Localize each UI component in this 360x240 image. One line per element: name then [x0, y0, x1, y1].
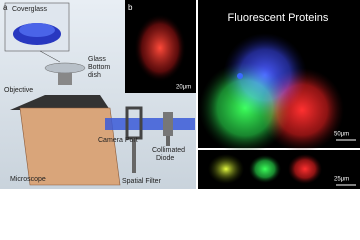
scale-label: 20μm: [176, 85, 191, 91]
inset-line: [39, 50, 61, 63]
beam: [105, 118, 195, 130]
microscope-head: [10, 95, 110, 110]
red-circle: [260, 68, 344, 152]
label: Diode: [156, 155, 174, 162]
label: Objective: [4, 87, 33, 94]
dot: [237, 73, 243, 79]
panel-label: b: [128, 3, 133, 12]
label: dish: [88, 72, 101, 79]
green-blob: [249, 155, 281, 183]
panel-label: a: [3, 3, 8, 12]
diode-shape: [163, 112, 173, 136]
label: Camera Port: [98, 137, 138, 144]
page: {"panel_a": {"label": "a", "coverglass":…: [0, 0, 360, 189]
dish: [44, 62, 86, 74]
label: Collimated: [152, 147, 185, 154]
scale-label: 50μm: [334, 132, 349, 138]
label: Coverglass: [12, 6, 48, 13]
figure: a Coverglass Glass Bottom dish Objective…: [0, 0, 360, 189]
label: Glass: [88, 56, 106, 63]
coverglass-top: [19, 23, 55, 37]
diode-post: [166, 136, 170, 146]
scale-label: 25μm: [334, 177, 349, 183]
label: Microscope: [10, 176, 46, 183]
label: Bottom: [88, 64, 110, 71]
yellow-blob: [208, 154, 244, 184]
red-blob: [288, 154, 322, 184]
objective-shape: [58, 73, 72, 85]
circles: [199, 33, 344, 154]
title: Fluorescent Proteins: [228, 12, 329, 24]
microscope-body: [19, 107, 121, 186]
face-image: [134, 14, 186, 82]
filter-post: [132, 138, 136, 173]
label: Spatial Filter: [122, 178, 162, 185]
